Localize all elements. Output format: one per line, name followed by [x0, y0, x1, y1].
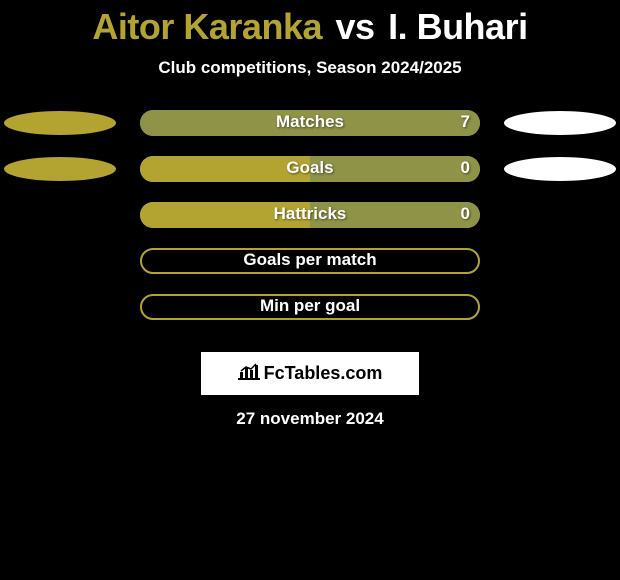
- stat-row: Matches7: [0, 110, 620, 156]
- date-text: 27 november 2024: [0, 409, 620, 429]
- bar-fill-right: [310, 156, 480, 182]
- bar-container: [140, 202, 480, 228]
- logo-text: FcTables.com: [264, 363, 383, 384]
- bar-container: [140, 294, 480, 320]
- left-ellipse: [4, 111, 116, 135]
- comparison-chart: Matches7Goals0Hattricks0Goals per matchM…: [0, 110, 620, 340]
- stat-value-right: 7: [461, 112, 470, 132]
- bar-fill-right: [310, 202, 480, 228]
- vs-text: vs: [336, 6, 375, 47]
- stat-row: Goals per match: [0, 248, 620, 294]
- right-ellipse: [504, 111, 616, 135]
- stat-row: Goals0: [0, 156, 620, 202]
- stat-value-right: 0: [461, 204, 470, 224]
- logo-box: FcTables.com: [201, 352, 419, 395]
- right-ellipse: [504, 157, 616, 181]
- chart-icon: [238, 362, 260, 385]
- subtitle: Club competitions, Season 2024/2025: [0, 58, 620, 78]
- bar-container: [140, 156, 480, 182]
- bar-container: [140, 110, 480, 136]
- bar-fill-left: [140, 202, 310, 228]
- bar-fill-right: [140, 110, 480, 136]
- comparison-title: Aitor Karanka vs I. Buhari: [0, 0, 620, 48]
- bar-fill-left: [140, 156, 310, 182]
- bar-container: [140, 248, 480, 274]
- player1-name: Aitor Karanka: [92, 6, 322, 47]
- stat-value-right: 0: [461, 158, 470, 178]
- stat-row: Hattricks0: [0, 202, 620, 248]
- left-ellipse: [4, 157, 116, 181]
- logo: FcTables.com: [238, 362, 383, 385]
- stat-row: Min per goal: [0, 294, 620, 340]
- player2-name: I. Buhari: [388, 6, 528, 47]
